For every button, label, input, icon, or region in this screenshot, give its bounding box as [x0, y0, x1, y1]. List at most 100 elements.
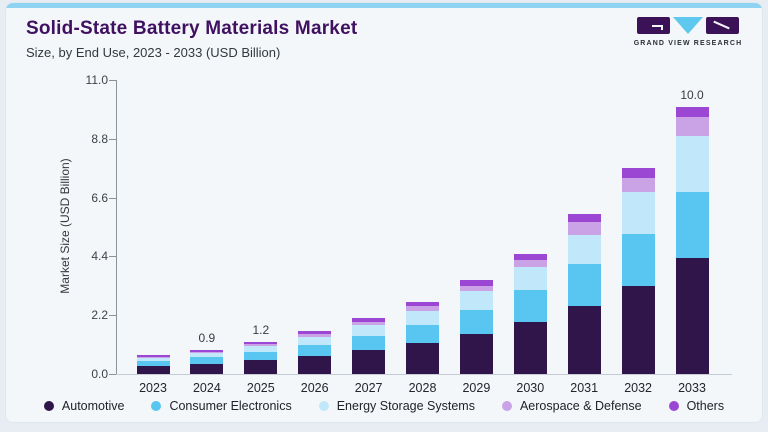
bar-segment-energy-storage-systems [459, 291, 493, 310]
legend-item-consumer-electronics: Consumer Electronics [151, 399, 292, 413]
gvr-logo-icon [630, 17, 746, 36]
legend-dot-aerospace-defense-icon [501, 401, 512, 411]
chart-header: Solid-State Battery Materials Market Siz… [26, 18, 357, 60]
bar-total-label: 1.2 [252, 322, 270, 337]
x-tick-label: 2031 [570, 381, 599, 395]
chart-subtitle: Size, by End Use, 2023 - 2033 (USD Billi… [26, 45, 281, 60]
bar-segment-energy-storage-systems [298, 336, 332, 345]
bar-segment-others [621, 168, 655, 178]
bar-segment-others [244, 341, 278, 345]
logo-g-mark-vertical [661, 25, 663, 30]
bar-segment-energy-storage-systems [567, 235, 601, 265]
legend-dot-automotive-icon [43, 401, 54, 411]
bar-segment-consumer-electronics [459, 309, 493, 334]
chart-title: Solid-State Battery Materials Market [26, 18, 358, 39]
bar-segment-automotive [136, 365, 170, 374]
logo-r-block [706, 17, 739, 34]
bar-segment-energy-storage-systems [190, 353, 224, 358]
bar-segment-aerospace-defense [406, 306, 439, 311]
bar-segment-automotive [621, 285, 655, 374]
bar-segment-others [136, 355, 170, 357]
bar-segment-automotive [352, 350, 386, 374]
legend-label: Others [686, 399, 725, 413]
legend-item-automotive: Automotive [43, 399, 125, 413]
y-tick-label: 4.4 [91, 249, 108, 264]
bar-segment-consumer-electronics [406, 324, 439, 344]
x-tick-label: 2030 [516, 381, 545, 395]
y-tick-mark [109, 197, 116, 199]
y-tick-mark [109, 80, 116, 81]
x-tick-label: 2023 [139, 381, 167, 395]
x-tick-label: 2028 [408, 381, 437, 395]
bar-segment-aerospace-defense [459, 285, 493, 292]
bar-segment-consumer-electronics [567, 264, 601, 306]
legend-label: Energy Storage Systems [336, 399, 475, 413]
x-tick-label: 2027 [354, 381, 383, 395]
bar-segment-others [459, 280, 493, 286]
bar-segment-energy-storage-systems [675, 136, 709, 193]
x-axis-line [116, 374, 732, 375]
x-tick-label: 2024 [192, 381, 221, 395]
bar-segment-automotive [190, 363, 224, 374]
bar-segment-others [190, 349, 224, 352]
y-axis-title: Market Size (USD Billion) [58, 158, 72, 294]
bar-segment-energy-storage-systems [513, 266, 547, 291]
y-tick-label: 6.6 [91, 190, 108, 205]
bar-segment-automotive [298, 355, 332, 374]
bar-total-label: 10.0 [680, 87, 704, 102]
bar-segment-consumer-electronics [244, 352, 278, 361]
bar-segment-automotive [567, 305, 601, 374]
bar-segment-aerospace-defense [621, 177, 655, 193]
y-tick-mark [109, 256, 116, 258]
legend-item-others: Others [668, 399, 725, 413]
card-top-accent [6, 3, 762, 8]
bar-segment-others [513, 253, 547, 260]
brand-logo: GRAND VIEW RESEARCH [630, 17, 746, 47]
logo-g-block [637, 17, 670, 34]
bar-segment-energy-storage-systems [136, 357, 170, 362]
bar-segment-consumer-electronics [190, 357, 224, 364]
y-tick-mark [109, 374, 116, 375]
bar-segment-aerospace-defense [567, 221, 601, 235]
bar-segment-others [352, 317, 386, 322]
bar-segment-aerospace-defense [513, 259, 547, 267]
y-tick-mark [109, 138, 116, 140]
legend-item-aerospace-defense: Aerospace & Defense [501, 399, 642, 413]
bar-segment-aerospace-defense [675, 117, 709, 137]
legend-label: Automotive [61, 399, 125, 413]
x-tick-label: 2025 [246, 381, 275, 395]
y-tick-label: 0.0 [91, 367, 108, 381]
bar-total-label: 0.9 [198, 330, 216, 345]
bar-segment-consumer-electronics [136, 361, 170, 366]
bar-segment-aerospace-defense [190, 351, 224, 354]
x-tick-label: 2026 [300, 381, 329, 395]
chart-legend: Automotive Consumer Electronics Energy Sto… [0, 399, 768, 413]
x-tick-label: 2032 [624, 381, 652, 395]
bar-segment-aerospace-defense [298, 333, 332, 337]
bar-segment-aerospace-defense [136, 356, 170, 358]
bar-segment-aerospace-defense [352, 321, 386, 326]
logo-g-mark [652, 25, 663, 27]
y-tick-label: 8.8 [91, 131, 108, 146]
bar-segment-automotive [675, 257, 709, 374]
bar-segment-others [298, 331, 332, 334]
bar-segment-automotive [244, 360, 278, 374]
legend-dot-others-icon [668, 401, 679, 411]
bar-segment-automotive [513, 321, 547, 374]
bar-segment-others [406, 301, 439, 307]
bar-segment-consumer-electronics [675, 192, 709, 258]
bar-segment-others [675, 106, 709, 118]
bar-segment-others [567, 213, 601, 222]
bar-segment-automotive [459, 333, 493, 374]
bar-segment-consumer-electronics [298, 344, 332, 356]
y-axis-line [116, 80, 117, 375]
y-tick-label: 11.0 [85, 73, 108, 87]
brand-name: GRAND VIEW RESEARCH [633, 40, 743, 47]
bar-segment-energy-storage-systems [244, 346, 278, 353]
bar-segment-energy-storage-systems [352, 325, 386, 336]
bar-segment-automotive [406, 343, 439, 374]
bar-segment-consumer-electronics [513, 290, 547, 322]
logo-v-triangle-icon [673, 17, 703, 34]
